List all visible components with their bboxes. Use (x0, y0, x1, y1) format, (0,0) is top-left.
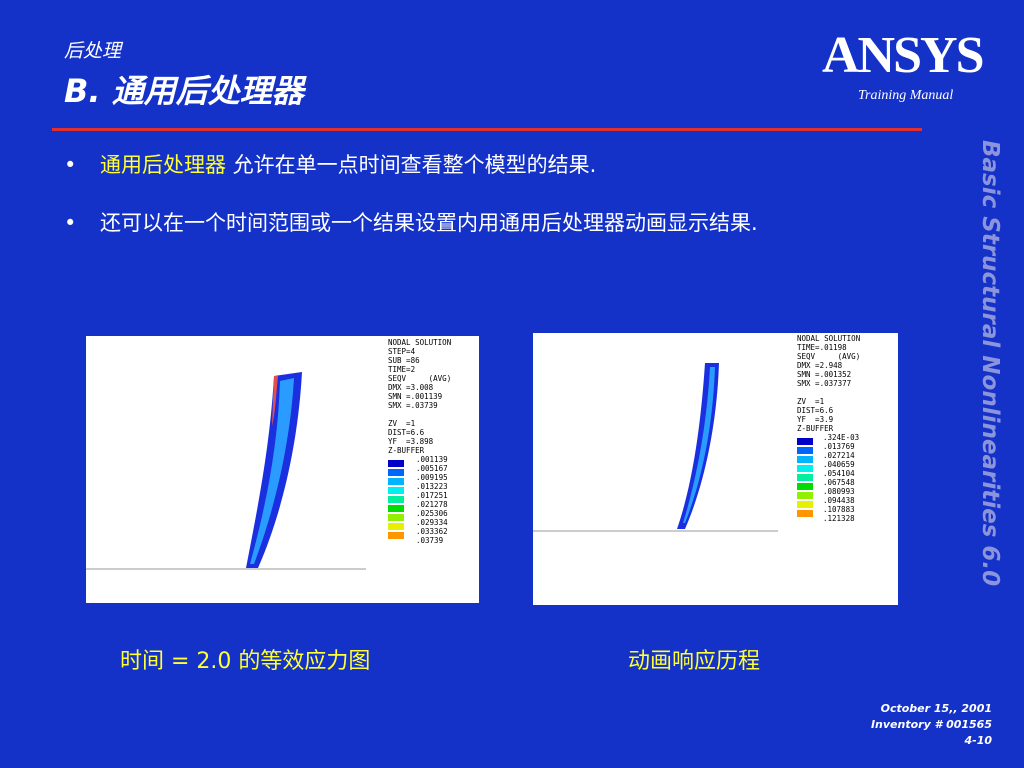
view-line: ZV =1 (797, 397, 825, 406)
legend-swatch (797, 456, 813, 463)
logo: ANSYS (822, 27, 984, 84)
info-line: DMX =2.948 (797, 361, 843, 370)
beam-edge (272, 376, 278, 426)
view-line: Z-BUFFER (797, 424, 834, 433)
info-line: DMX =3.008 (388, 383, 434, 392)
footer-inventory: Inventory # 001565 (870, 718, 992, 731)
legend-value: .080993 (823, 487, 855, 496)
slide-title: B. 通用后处理器 (64, 72, 304, 110)
legend-value: .094438 (823, 496, 855, 505)
info-line: SEQV (AVG) (797, 352, 861, 361)
legend-value: .021278 (416, 500, 448, 509)
legend-value: .017251 (416, 491, 448, 500)
info-line: SUB =86 (388, 356, 420, 365)
legend-value: .029334 (416, 518, 448, 527)
legend-swatch (388, 460, 404, 467)
caption: 动画响应历程 (628, 649, 761, 674)
bullet-highlight: 通用后处理器 (100, 153, 226, 177)
view-line: ZV =1 (388, 419, 416, 428)
info-line: SMX =.037377 (797, 379, 852, 388)
legend-value: .009195 (416, 473, 448, 482)
legend-value: .033362 (416, 527, 448, 536)
view-line: DIST=6.6 (797, 406, 834, 415)
footer-date: October 15,, 2001 (880, 702, 992, 715)
model-view (533, 363, 778, 532)
legend-swatch (797, 438, 813, 445)
legend-value: .013223 (416, 482, 448, 491)
legend-value: .027214 (823, 451, 855, 460)
bullet-dot: • (64, 153, 77, 177)
legend-swatch (388, 496, 404, 503)
legend-value: .067548 (823, 478, 855, 487)
result-panel: NODAL SOLUTION STEP=4 SUB =86 TIME=2 SEQV (A… (86, 336, 479, 603)
info-line: NODAL SOLUTION (797, 334, 861, 343)
info-line: STEP=4 (388, 347, 416, 356)
legend-value: .025306 (416, 509, 448, 518)
legend-swatch (388, 487, 404, 494)
legend-swatch (797, 492, 813, 499)
view-line: YF =3.9 (797, 415, 834, 424)
info-line: SMN =.001139 (388, 392, 443, 401)
side-text: Basic Structural Nonlinearities 6.0 (977, 140, 1003, 587)
caption: 时间 = 2.0 的等效应力图 (120, 649, 371, 674)
legend-value: .324E-03 (823, 433, 860, 442)
legend-swatch (388, 505, 404, 512)
legend-swatch (797, 483, 813, 490)
beam-inner (683, 367, 715, 523)
legend-swatch (797, 465, 813, 472)
title-rule (52, 128, 922, 131)
footer-page: 4-10 (964, 734, 992, 747)
model-view (86, 372, 366, 570)
legend-swatch (388, 478, 404, 485)
legend-value: .001139 (416, 455, 448, 464)
view-line: Z-BUFFER (388, 446, 425, 455)
section-label: 后处理 (64, 40, 122, 62)
legend-swatch (388, 523, 404, 530)
legend-swatch (797, 501, 813, 508)
legend-value: .107883 (823, 505, 855, 514)
legend-value: .040659 (823, 460, 855, 469)
view-line: DIST=6.6 (388, 428, 425, 437)
legend-swatch (388, 514, 404, 521)
info-line: NODAL SOLUTION (388, 338, 452, 347)
logo-subtitle: Training Manual (858, 88, 954, 103)
result-panel: NODAL SOLUTION TIME=.01198 SEQV (AVG) DMX =… (533, 333, 898, 605)
legend-swatch (388, 469, 404, 476)
info-line: SEQV (AVG) (388, 374, 452, 383)
legend-swatch (797, 447, 813, 454)
legend-value: .013769 (823, 442, 855, 451)
legend-swatch (797, 510, 813, 517)
legend-value: .005167 (416, 464, 448, 473)
view-line: YF =3.898 (388, 437, 434, 446)
bullet-text: 允许在单一点时间查看整个模型的结果. (226, 153, 597, 177)
bullet-dot: • (64, 211, 77, 235)
info-line: SMX =.03739 (388, 401, 438, 410)
info-line: TIME=.01198 (797, 343, 847, 352)
legend-swatch (797, 474, 813, 481)
beam-inner (250, 378, 294, 564)
legend-swatch (388, 532, 404, 539)
legend-value: .121328 (823, 514, 855, 523)
bullet-text: 还可以在一个时间范围或一个结果设置内用通用后处理器动画显示结果. (100, 211, 758, 235)
info-line: TIME=2 (388, 365, 416, 374)
legend-value: .03739 (416, 536, 444, 545)
info-line: SMN =.001352 (797, 370, 852, 379)
legend-value: .054104 (823, 469, 855, 478)
